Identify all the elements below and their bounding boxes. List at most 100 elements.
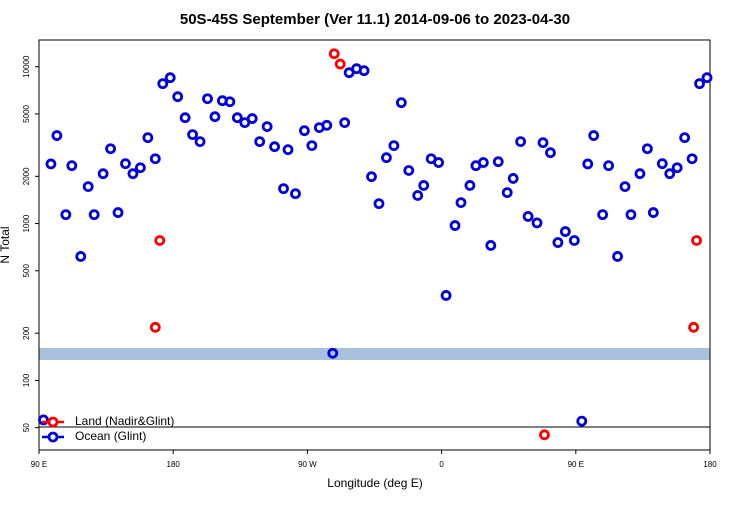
x-axis-label: Longitude (deg E) [327,476,422,490]
data-point [142,132,154,144]
data-point [328,48,340,60]
data-point [568,235,580,246]
data-point [625,209,637,221]
data-point [38,414,49,426]
data-point [701,72,713,84]
data-point [455,197,467,209]
data-point [231,112,243,124]
x-tick-label: 0 [439,460,444,469]
y-tick-label: 2000 [22,167,31,185]
data-point [688,321,699,333]
data-point [60,209,72,221]
data-point [576,415,588,427]
data-point [149,321,161,333]
data-point [366,171,377,183]
data-point [552,237,564,248]
data-point [194,136,206,148]
data-point [647,207,659,218]
data-point [105,143,116,155]
data-point [485,240,497,251]
x-tick-label: 90 E [31,460,47,469]
data-point [269,141,280,153]
data-point [358,65,370,77]
data-point [306,140,318,152]
x-tick-label: 180 [703,460,717,469]
data-point [75,251,87,262]
data-point [112,207,124,218]
data-point [603,160,615,172]
data-point [327,347,339,359]
data-point [82,181,94,193]
data-point [492,156,504,168]
data-point [691,235,702,246]
data-point [634,168,646,180]
data-point [582,158,594,170]
data-point [97,168,109,180]
y-tick-label: 500 [22,264,31,278]
data-point [66,160,78,172]
data-point [179,112,191,124]
data-point [202,93,213,105]
data-point [120,158,131,170]
data-point [588,130,600,141]
data-point [522,211,534,222]
data-point [412,190,424,201]
data-point [154,235,166,246]
data-point [51,130,63,141]
data-point [694,78,705,90]
data-point [261,121,273,133]
data-point [321,119,333,131]
y-tick-label: 10000 [22,55,31,78]
data-point [612,251,623,262]
data-point [172,91,184,103]
data-point [134,162,146,174]
data-point [149,153,161,165]
legend-marker [47,416,59,428]
data-point [656,158,668,170]
data-point [254,136,266,148]
data-point [531,217,543,229]
data-point [449,220,461,231]
data-point [299,125,310,137]
legend-label: Land (Nadir&Glint) [75,414,174,428]
data-point [539,429,550,441]
chart-title: 50S-45S September (Ver 11.1) 2014-09-06 … [180,11,570,28]
data-point [157,78,169,90]
data-point [671,162,683,174]
data-point [464,180,476,191]
data-point [164,72,176,84]
data-point [686,153,698,165]
data-point [339,117,351,129]
x-tick-label: 90 W [298,460,317,469]
data-point [334,58,346,70]
data-point [641,143,653,155]
data-point [282,144,294,156]
data-point [559,226,571,237]
y-tick-label: 5000 [22,104,31,122]
data-point [187,129,198,141]
data-point [127,168,139,180]
data-point [224,96,236,108]
data-point [388,140,400,152]
y-axis-label: N Total [0,226,12,263]
data-point [597,209,609,221]
data-point [418,180,430,191]
data-point [515,136,527,148]
y-tick-label: 50 [22,423,31,432]
data-point [545,147,556,159]
legend-marker [47,431,59,443]
y-tick-label: 100 [22,373,31,387]
data-point [373,198,385,210]
data-point [619,181,631,193]
data-point [209,111,221,123]
shaded-band [39,348,710,360]
data-point [278,183,289,195]
data-point [246,113,258,124]
data-point [395,97,407,109]
y-tick-label: 1000 [22,214,31,232]
data-point [501,187,513,199]
data-point [88,209,100,221]
